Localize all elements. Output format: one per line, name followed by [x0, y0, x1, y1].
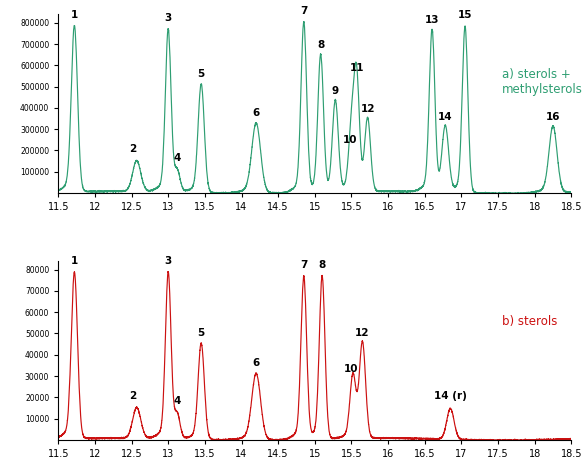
Text: a) sterols +
methylsterols: a) sterols + methylsterols — [502, 68, 583, 96]
Text: 8: 8 — [317, 40, 324, 50]
Text: 1: 1 — [71, 256, 78, 266]
Text: b) sterols: b) sterols — [502, 315, 557, 328]
Text: 8: 8 — [318, 260, 326, 270]
Text: 15: 15 — [458, 9, 472, 19]
Text: 14 (r): 14 (r) — [434, 391, 467, 401]
Text: 4: 4 — [173, 153, 181, 163]
Text: 5: 5 — [198, 328, 205, 338]
Text: 11: 11 — [349, 63, 364, 73]
Text: 2: 2 — [129, 144, 136, 154]
Text: 12: 12 — [355, 328, 370, 338]
Text: 12: 12 — [360, 105, 375, 114]
Text: 6: 6 — [252, 359, 260, 368]
Text: 1: 1 — [71, 9, 78, 19]
Text: 6: 6 — [252, 108, 260, 118]
Text: 7: 7 — [300, 6, 307, 16]
Text: 16: 16 — [546, 112, 560, 122]
Text: 10: 10 — [343, 135, 357, 145]
Text: 2: 2 — [129, 391, 136, 401]
Text: 4: 4 — [173, 396, 181, 406]
Text: 7: 7 — [300, 260, 307, 270]
Text: 3: 3 — [164, 256, 172, 266]
Text: 5: 5 — [198, 69, 205, 79]
Text: 9: 9 — [332, 87, 339, 96]
Text: 10: 10 — [344, 364, 359, 374]
Text: 14: 14 — [438, 112, 452, 122]
Text: 3: 3 — [164, 13, 172, 23]
Text: 13: 13 — [425, 15, 440, 25]
